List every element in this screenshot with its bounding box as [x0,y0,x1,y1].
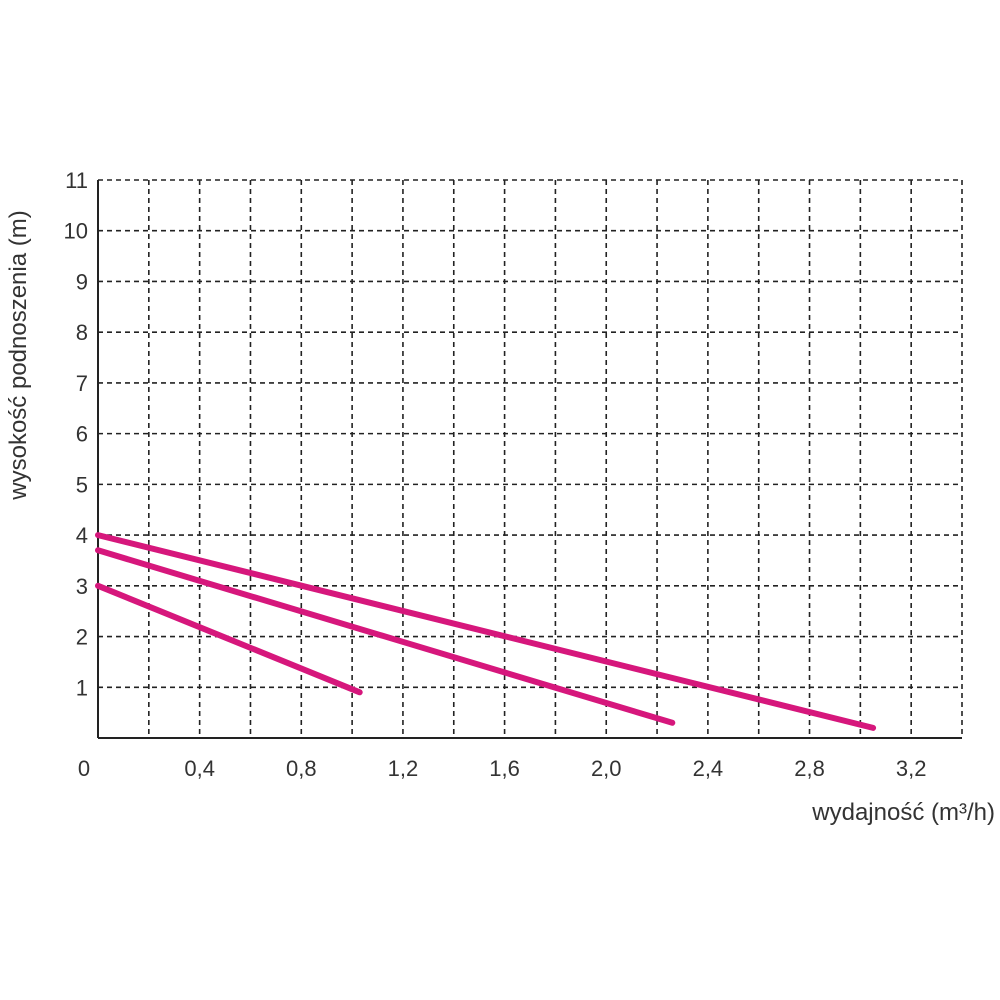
y-tick-label: 9 [76,269,88,294]
y-tick-label: 1 [76,675,88,700]
series-group [95,532,877,731]
x-tick-label: 0 [78,756,90,781]
tick-labels: 0 0,4 0,8 1,2 1,6 2,0 2,4 2,8 3,2 1 2 3 4 5 6 7 8 9 10 11 [64,168,927,781]
axes [97,180,962,739]
y-tick-label: 6 [76,422,88,447]
y-tick-label: 3 [76,574,88,599]
series-line-3 [95,532,877,731]
y-tick-label: 11 [65,168,88,193]
y-tick-label: 8 [76,320,88,345]
y-tick-label: 2 [76,625,88,650]
y-tick-label: 4 [76,523,88,548]
grid [98,179,963,738]
x-tick-label: 3,2 [896,756,927,781]
x-tick-label: 1,6 [489,756,520,781]
x-tick-label: 2,4 [693,756,724,781]
x-tick-label: 2,0 [591,756,622,781]
y-tick-label: 7 [76,371,88,396]
y-tick-label: 5 [76,472,88,497]
x-tick-label: 2,8 [794,756,825,781]
series-line-1 [95,582,363,696]
series-line-2 [95,547,676,726]
x-tick-label: 0,8 [286,756,317,781]
y-axis-label: wysokość podnoszenia (m) [5,210,32,500]
x-tick-label: 0,4 [184,756,215,781]
x-axis-label: wydajność (m³/h) [811,799,995,826]
x-tick-label: 1,2 [388,756,419,781]
y-tick-label: 10 [64,219,88,244]
